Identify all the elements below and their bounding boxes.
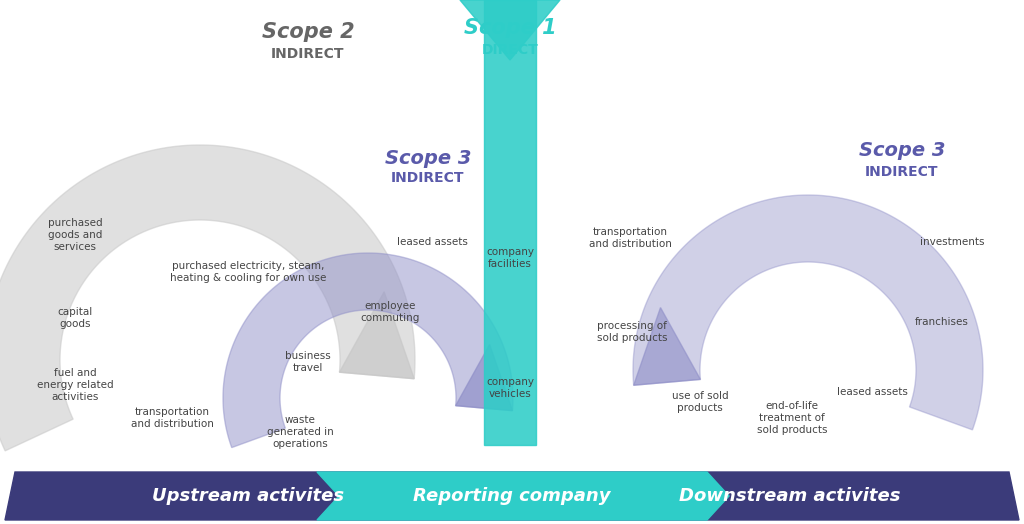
Text: Scope 3: Scope 3 bbox=[859, 140, 945, 159]
Text: company
facilities: company facilities bbox=[486, 247, 534, 269]
Text: INDIRECT: INDIRECT bbox=[865, 165, 939, 179]
Text: employee
commuting: employee commuting bbox=[360, 301, 420, 323]
Polygon shape bbox=[460, 0, 560, 60]
Text: Scope 2: Scope 2 bbox=[262, 22, 354, 42]
Text: investments: investments bbox=[920, 237, 984, 247]
Text: processing of
sold products: processing of sold products bbox=[597, 321, 668, 343]
Text: transportation
and distribution: transportation and distribution bbox=[131, 407, 213, 429]
Text: franchises: franchises bbox=[915, 317, 969, 327]
Text: business
travel: business travel bbox=[285, 351, 331, 373]
Text: waste
generated in
operations: waste generated in operations bbox=[266, 416, 334, 449]
Polygon shape bbox=[340, 292, 414, 379]
Polygon shape bbox=[0, 145, 415, 451]
Polygon shape bbox=[223, 253, 513, 447]
Polygon shape bbox=[484, 0, 536, 445]
Polygon shape bbox=[317, 472, 729, 520]
Polygon shape bbox=[633, 195, 983, 430]
Polygon shape bbox=[456, 345, 512, 411]
Text: capital
goods: capital goods bbox=[57, 307, 92, 329]
Text: INDIRECT: INDIRECT bbox=[391, 171, 465, 185]
Text: purchased
goods and
services: purchased goods and services bbox=[48, 219, 102, 252]
Text: company
vehicles: company vehicles bbox=[486, 377, 534, 399]
Text: transportation
and distribution: transportation and distribution bbox=[589, 227, 672, 249]
Text: Scope 3: Scope 3 bbox=[385, 148, 471, 168]
Text: purchased electricity, steam,
heating & cooling for own use: purchased electricity, steam, heating & … bbox=[170, 261, 327, 283]
Polygon shape bbox=[634, 308, 700, 385]
Text: Scope 1: Scope 1 bbox=[464, 18, 556, 38]
Text: use of sold
products: use of sold products bbox=[672, 391, 728, 413]
Text: DIRECT: DIRECT bbox=[481, 43, 539, 57]
Text: Downstream activites: Downstream activites bbox=[679, 487, 901, 505]
Text: leased assets: leased assets bbox=[837, 387, 907, 397]
Text: Upstream activites: Upstream activites bbox=[152, 487, 344, 505]
Text: end-of-life
treatment of
sold products: end-of-life treatment of sold products bbox=[757, 401, 827, 434]
Text: Reporting company: Reporting company bbox=[414, 487, 610, 505]
Polygon shape bbox=[5, 472, 1019, 520]
Text: fuel and
energy related
activities: fuel and energy related activities bbox=[37, 368, 114, 401]
Text: INDIRECT: INDIRECT bbox=[271, 47, 345, 61]
Text: leased assets: leased assets bbox=[396, 237, 467, 247]
